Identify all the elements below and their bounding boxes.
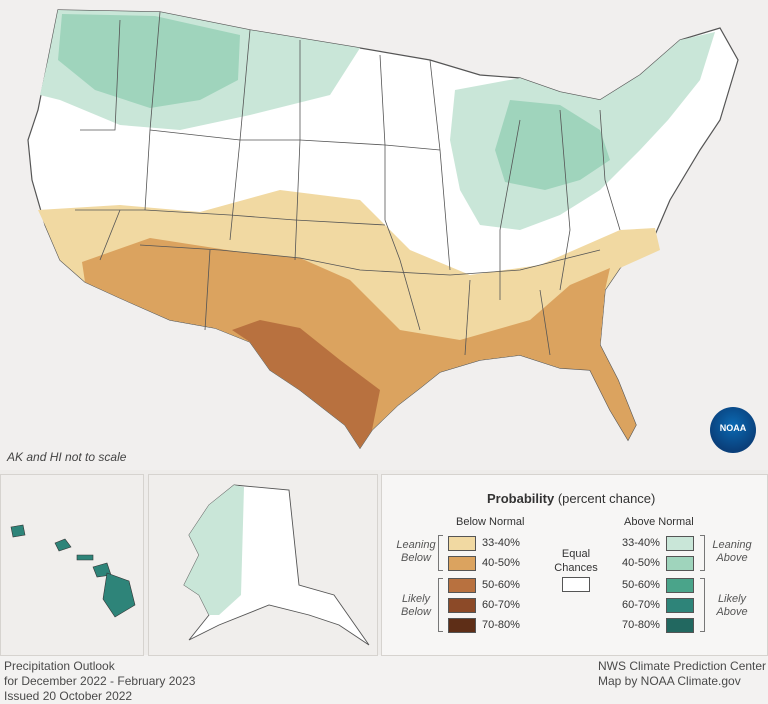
area-above-northwest-core: [58, 14, 240, 108]
label-above-70-80: 70-80%: [622, 619, 660, 631]
swatch-below-33-40: [448, 536, 476, 551]
island-oahu: [54, 538, 72, 552]
scale-note: AK and HI not to scale: [7, 450, 127, 464]
alaska-svg: [183, 484, 370, 646]
footer-issued: Issued 20 October 2022: [4, 689, 133, 703]
label-below-40-50: 40-50%: [482, 557, 520, 569]
label-below-50-60: 50-60%: [482, 579, 520, 591]
swatch-below-70-80: [448, 618, 476, 633]
swatch-below-50-60: [448, 578, 476, 593]
contiguous-us-map: AK and HI not to scale NOAA: [7, 9, 756, 464]
equal-chances-label: Equal Chances: [554, 548, 598, 574]
leaning-below-label: Leaning Below: [396, 539, 436, 564]
hawaii-inset: [0, 474, 144, 656]
likely-above-bracket: [700, 578, 705, 632]
footer-left: Precipitation Outlook for December 2022 …: [4, 659, 195, 704]
legend-title-main: Probability: [487, 491, 555, 506]
swatch-above-70-80: [666, 618, 694, 633]
alaska-inset: [148, 474, 378, 656]
leaning-above-label: Leaning Above: [712, 539, 752, 564]
footer-credit-cpc: NWS Climate Prediction Center: [598, 659, 767, 673]
area-below-50-60: [232, 320, 380, 448]
noaa-logo: NOAA: [710, 407, 756, 453]
likely-below-bracket: [438, 578, 443, 632]
alaska-above-leaning: [184, 485, 244, 615]
swatch-above-50-60: [666, 578, 694, 593]
footer-right: NWS Climate Prediction Center Map by NOA…: [598, 659, 766, 689]
above-normal-header: Above Normal: [624, 516, 694, 528]
noaa-logo-text: NOAA: [719, 423, 747, 433]
area-below-40-50: [82, 238, 636, 448]
state-boundaries: [75, 11, 621, 356]
footer-title: Precipitation Outlook: [4, 659, 115, 673]
leaning-above-bracket: [700, 535, 705, 571]
swatch-below-60-70: [448, 598, 476, 613]
area-above-ohio-core: [495, 100, 610, 190]
footer-period: for December 2022 - February 2023: [4, 674, 196, 688]
island-hawaii: [102, 572, 136, 618]
likely-above-label: Likely Above: [716, 593, 748, 618]
legend: Probability (percent chance) Below Norma…: [381, 474, 768, 656]
island-molokai: [76, 554, 94, 561]
hawaii-svg: [10, 524, 136, 618]
swatch-above-33-40: [666, 536, 694, 551]
footer-credit-map: Map by NOAA Climate.gov: [598, 674, 741, 688]
label-above-60-70: 60-70%: [622, 599, 660, 611]
label-below-70-80: 70-80%: [482, 619, 520, 631]
below-normal-header: Below Normal: [456, 516, 525, 528]
swatch-equal-chances: [562, 577, 590, 592]
likely-below-label: Likely Below: [401, 593, 431, 618]
island-kauai: [10, 524, 26, 538]
label-below-60-70: 60-70%: [482, 599, 520, 611]
legend-title: Probability (percent chance): [487, 491, 655, 506]
map-svg: [27, 9, 739, 450]
leaning-below-bracket: [438, 535, 443, 571]
label-above-33-40: 33-40%: [622, 537, 660, 549]
swatch-above-60-70: [666, 598, 694, 613]
label-below-33-40: 33-40%: [482, 537, 520, 549]
label-above-40-50: 40-50%: [622, 557, 660, 569]
swatch-above-40-50: [666, 556, 694, 571]
label-above-50-60: 50-60%: [622, 579, 660, 591]
swatch-below-40-50: [448, 556, 476, 571]
legend-title-suffix: (percent chance): [557, 491, 656, 506]
